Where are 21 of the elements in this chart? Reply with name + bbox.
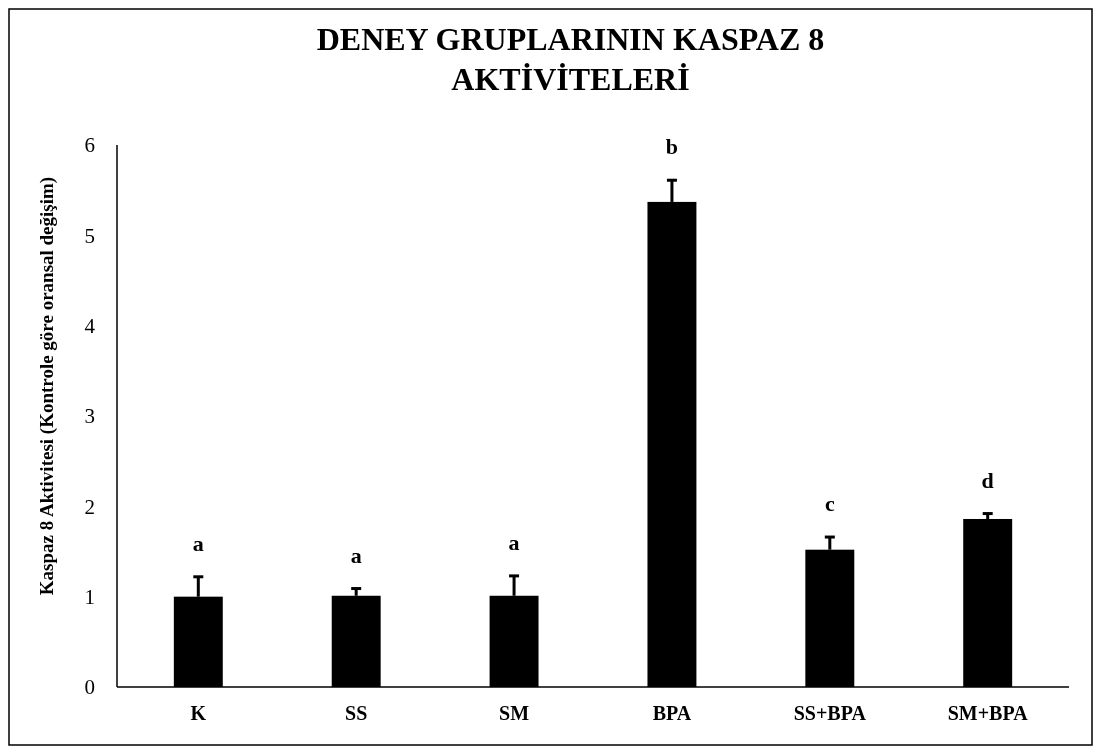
x-tick-label: K [190,702,207,724]
y-tick-label: 2 [84,494,95,519]
y-tick-label: 4 [84,314,96,339]
chart-title: DENEY GRUPLARININ KASPAZ 8 AKTİVİTELERİ [316,21,825,97]
y-tick-label: 5 [84,223,95,248]
y-tick-label: 0 [84,675,95,700]
annotation: a [508,529,520,555]
y-tick-label: 3 [84,404,95,429]
x-tick-label: SM+BPA [947,702,1029,724]
x-tick-label: SS [345,702,368,724]
x-tick-label: BPA [652,702,692,724]
annotation: a [350,542,362,568]
annotation: d [981,467,994,493]
y-axis-title: Kaspaz 8 Aktivitesi (Kontrole göre oransal değişim) [36,176,58,596]
annotation: b [665,134,679,160]
annotation: c [824,491,835,517]
x-tick-label: SM [499,702,530,724]
y-tick-label: 6 [84,133,95,158]
annotation: a [192,530,204,556]
y-tick-label: 1 [84,585,95,610]
x-tick-label: SS+BPA [793,702,867,724]
